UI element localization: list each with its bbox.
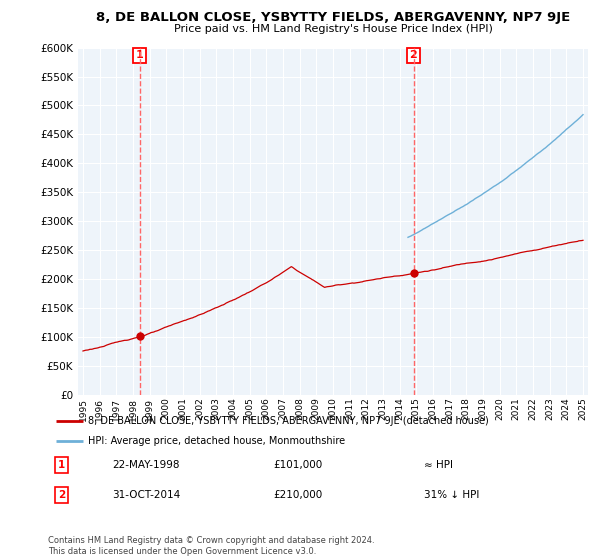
Text: HPI: Average price, detached house, Monmouthshire: HPI: Average price, detached house, Monm… bbox=[88, 436, 346, 446]
Text: Contains HM Land Registry data © Crown copyright and database right 2024.
This d: Contains HM Land Registry data © Crown c… bbox=[48, 536, 374, 556]
Text: 1: 1 bbox=[58, 460, 65, 470]
Text: £101,000: £101,000 bbox=[274, 460, 323, 470]
Text: 8, DE BALLON CLOSE, YSBYTTY FIELDS, ABERGAVENNY, NP7 9JE: 8, DE BALLON CLOSE, YSBYTTY FIELDS, ABER… bbox=[96, 11, 570, 24]
Text: 31% ↓ HPI: 31% ↓ HPI bbox=[424, 490, 479, 500]
Text: 2: 2 bbox=[58, 490, 65, 500]
Text: Price paid vs. HM Land Registry's House Price Index (HPI): Price paid vs. HM Land Registry's House … bbox=[173, 24, 493, 34]
Text: ≈ HPI: ≈ HPI bbox=[424, 460, 453, 470]
Text: 1: 1 bbox=[136, 50, 143, 60]
Text: 2: 2 bbox=[410, 50, 418, 60]
Text: 31-OCT-2014: 31-OCT-2014 bbox=[112, 490, 181, 500]
Text: 8, DE BALLON CLOSE, YSBYTTY FIELDS, ABERGAVENNY, NP7 9JE (detached house): 8, DE BALLON CLOSE, YSBYTTY FIELDS, ABER… bbox=[88, 416, 489, 426]
Text: £210,000: £210,000 bbox=[274, 490, 323, 500]
Text: 22-MAY-1998: 22-MAY-1998 bbox=[112, 460, 180, 470]
